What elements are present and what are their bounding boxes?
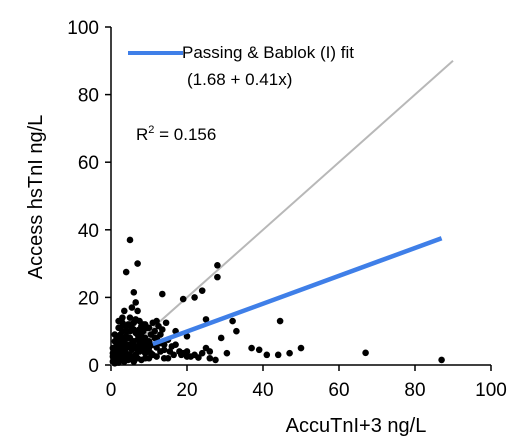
x-tick-label: 100 bbox=[475, 380, 507, 401]
legend-fit-label: Passing & Bablok (I) fit bbox=[182, 43, 354, 62]
fit-line-layer bbox=[152, 236, 443, 347]
x-axis-title: AccuTnI+3 ng/L bbox=[286, 415, 427, 437]
legend-fit-equation: (1.68 + 0.41x) bbox=[187, 70, 292, 89]
y-tick-label: 0 bbox=[88, 356, 99, 377]
data-point bbox=[147, 331, 155, 338]
data-point bbox=[362, 349, 369, 357]
data-point bbox=[134, 307, 141, 315]
data-point bbox=[172, 341, 179, 349]
data-point bbox=[157, 348, 164, 355]
data-point bbox=[134, 260, 141, 267]
data-point bbox=[183, 332, 191, 340]
x-tick-label: 20 bbox=[176, 380, 197, 401]
data-point bbox=[134, 336, 141, 343]
data-point bbox=[143, 339, 151, 347]
data-point bbox=[248, 344, 255, 352]
y-tick-label: 60 bbox=[78, 153, 99, 174]
data-point bbox=[138, 356, 145, 364]
data-point bbox=[132, 299, 139, 306]
data-point bbox=[111, 331, 119, 338]
data-point bbox=[130, 326, 138, 333]
data-point bbox=[233, 327, 240, 335]
r-squared-value: = 0.156 bbox=[154, 125, 216, 144]
data-point bbox=[438, 356, 445, 364]
data-point bbox=[202, 316, 210, 323]
data-point bbox=[122, 268, 130, 276]
data-point bbox=[136, 326, 143, 333]
data-point bbox=[145, 354, 153, 362]
x-tick-label: 60 bbox=[328, 380, 349, 401]
data-point bbox=[130, 289, 138, 296]
data-point bbox=[126, 236, 134, 244]
data-point bbox=[121, 307, 128, 315]
data-point bbox=[212, 356, 219, 364]
axes bbox=[105, 26, 492, 371]
data-point bbox=[128, 304, 136, 311]
data-point bbox=[166, 348, 174, 355]
data-point bbox=[286, 349, 293, 357]
data-point bbox=[229, 317, 236, 325]
data-point bbox=[109, 349, 117, 357]
data-point bbox=[109, 358, 117, 365]
identity-line-layer bbox=[110, 60, 454, 366]
data-point bbox=[217, 334, 225, 342]
data-point bbox=[115, 317, 122, 325]
data-point bbox=[274, 351, 282, 359]
points-layer bbox=[109, 236, 445, 367]
data-point bbox=[159, 326, 166, 333]
data-point bbox=[134, 346, 141, 354]
data-point bbox=[160, 341, 168, 349]
tick-label-layer: 0 20 40 60 80 100 0 20 40 60 80 100 bbox=[67, 18, 507, 401]
data-point bbox=[132, 316, 139, 323]
data-point bbox=[124, 351, 132, 359]
data-point bbox=[145, 324, 153, 332]
data-point bbox=[119, 356, 126, 364]
legend: Passing & Bablok (I) fit (1.68 + 0.41x) bbox=[128, 43, 354, 89]
data-point bbox=[198, 349, 206, 357]
data-point bbox=[115, 324, 122, 332]
data-point bbox=[206, 354, 214, 362]
y-tick-label: 20 bbox=[78, 288, 99, 309]
r-squared-prefix: R bbox=[136, 125, 148, 144]
data-point bbox=[140, 321, 147, 328]
data-point bbox=[198, 287, 206, 294]
data-point bbox=[159, 290, 166, 298]
data-point bbox=[276, 317, 284, 325]
data-point bbox=[214, 273, 221, 281]
y-axis-title: Access hsTnI ng/L bbox=[25, 115, 47, 280]
data-point bbox=[160, 354, 168, 362]
data-point bbox=[162, 319, 170, 327]
data-point bbox=[126, 343, 134, 350]
data-point bbox=[113, 344, 120, 352]
data-point bbox=[206, 348, 214, 355]
data-point bbox=[149, 319, 157, 327]
data-point bbox=[223, 349, 231, 357]
data-point bbox=[141, 334, 149, 342]
r-squared-annotation: R2 = 0.156 bbox=[136, 124, 216, 144]
y-tick-label: 80 bbox=[78, 86, 99, 107]
data-point bbox=[179, 295, 187, 303]
identity-line bbox=[110, 60, 454, 366]
data-point bbox=[126, 314, 134, 321]
data-point bbox=[183, 348, 191, 355]
y-tick-label: 40 bbox=[78, 221, 99, 242]
data-point bbox=[214, 261, 221, 269]
r-squared-superscript: 2 bbox=[148, 124, 154, 136]
data-point bbox=[191, 351, 198, 359]
data-point bbox=[255, 346, 263, 354]
data-point bbox=[297, 344, 305, 352]
data-point bbox=[263, 351, 271, 359]
x-tick-label: 80 bbox=[404, 380, 425, 401]
x-tick-label: 0 bbox=[106, 380, 117, 401]
x-tick-label: 40 bbox=[252, 380, 273, 401]
y-tick-label: 100 bbox=[67, 18, 99, 39]
data-point bbox=[191, 294, 198, 301]
fit-line bbox=[152, 236, 443, 347]
